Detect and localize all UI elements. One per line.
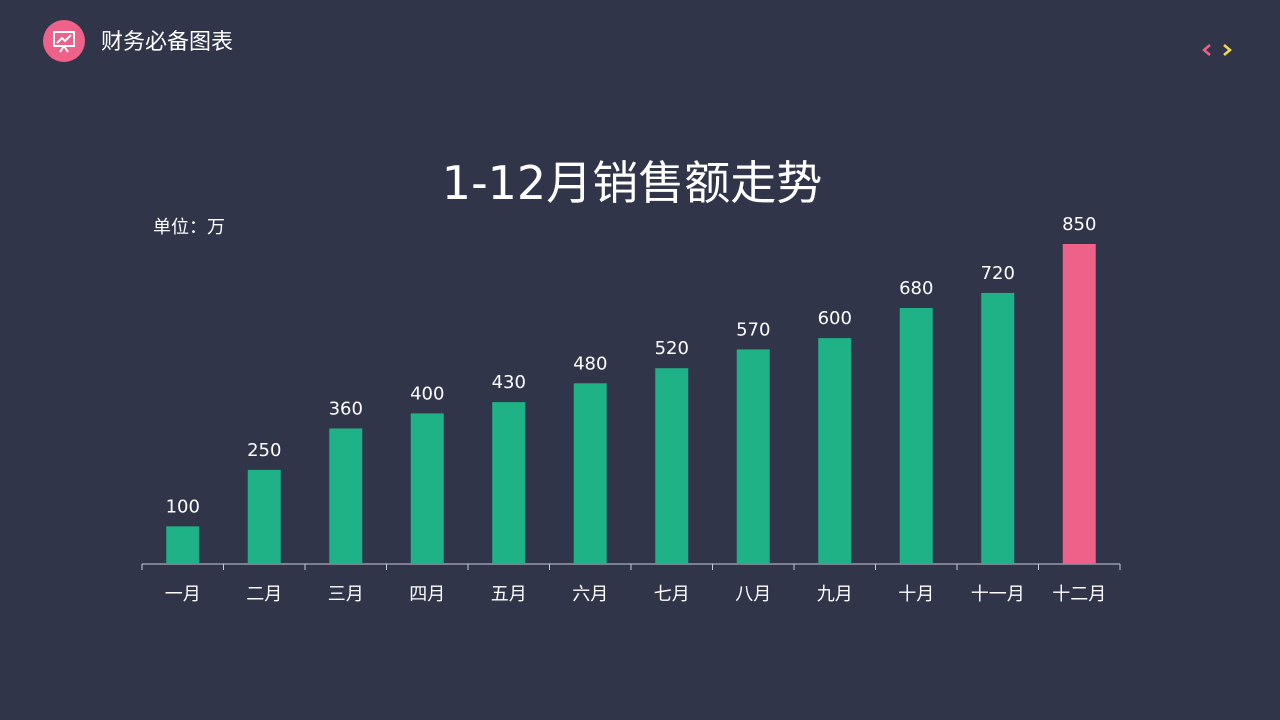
bar-7: [655, 368, 689, 564]
data-label: 520: [655, 338, 689, 359]
data-label: 850: [1062, 214, 1096, 235]
bar-8: [736, 349, 770, 564]
bar-2: [247, 469, 281, 564]
logo-badge: [43, 20, 85, 62]
bar-3: [329, 428, 363, 564]
presentation-chart-icon: [53, 31, 75, 53]
slide-nav: [1198, 38, 1238, 62]
x-tick-label: 三月: [328, 584, 364, 605]
data-label: 360: [329, 398, 363, 419]
data-label: 600: [818, 308, 852, 329]
x-tick-label: 十二月: [1052, 584, 1106, 605]
bar-5: [492, 402, 526, 564]
bar-9: [818, 338, 852, 564]
bar-11: [981, 292, 1015, 564]
x-tick-label: 二月: [246, 584, 282, 605]
chevron-right-icon: [1223, 44, 1232, 56]
x-tick-label: 十一月: [971, 584, 1025, 605]
data-label: 430: [492, 372, 526, 393]
bar-12: [1062, 244, 1096, 564]
bar-1: [166, 526, 200, 564]
x-tick-label: 五月: [491, 584, 527, 605]
chart-title: 1-12月销售额走势: [441, 156, 823, 210]
data-label: 400: [410, 383, 444, 404]
x-tick-label: 七月: [654, 584, 690, 605]
x-tick-label: 四月: [409, 584, 445, 605]
x-tick-label: 六月: [572, 584, 608, 605]
prev-slide-button[interactable]: [1198, 38, 1216, 62]
bar-4: [410, 413, 444, 564]
x-tick-label: 十月: [898, 584, 934, 605]
x-tick-label: 九月: [817, 584, 853, 605]
x-tick-label: 八月: [735, 584, 771, 605]
unit-label: 单位：万: [153, 217, 225, 238]
bar-6: [573, 383, 607, 564]
x-tick-label: 一月: [165, 584, 201, 605]
data-label: 480: [573, 353, 607, 374]
data-label: 570: [736, 319, 770, 340]
chevron-left-icon: [1202, 44, 1211, 56]
bar-10: [899, 308, 933, 564]
header-title: 财务必备图表: [101, 30, 234, 55]
data-label: 720: [981, 263, 1015, 284]
data-label: 100: [166, 496, 200, 517]
data-label: 250: [247, 440, 281, 461]
data-label: 680: [899, 278, 933, 299]
next-slide-button[interactable]: [1218, 38, 1236, 62]
